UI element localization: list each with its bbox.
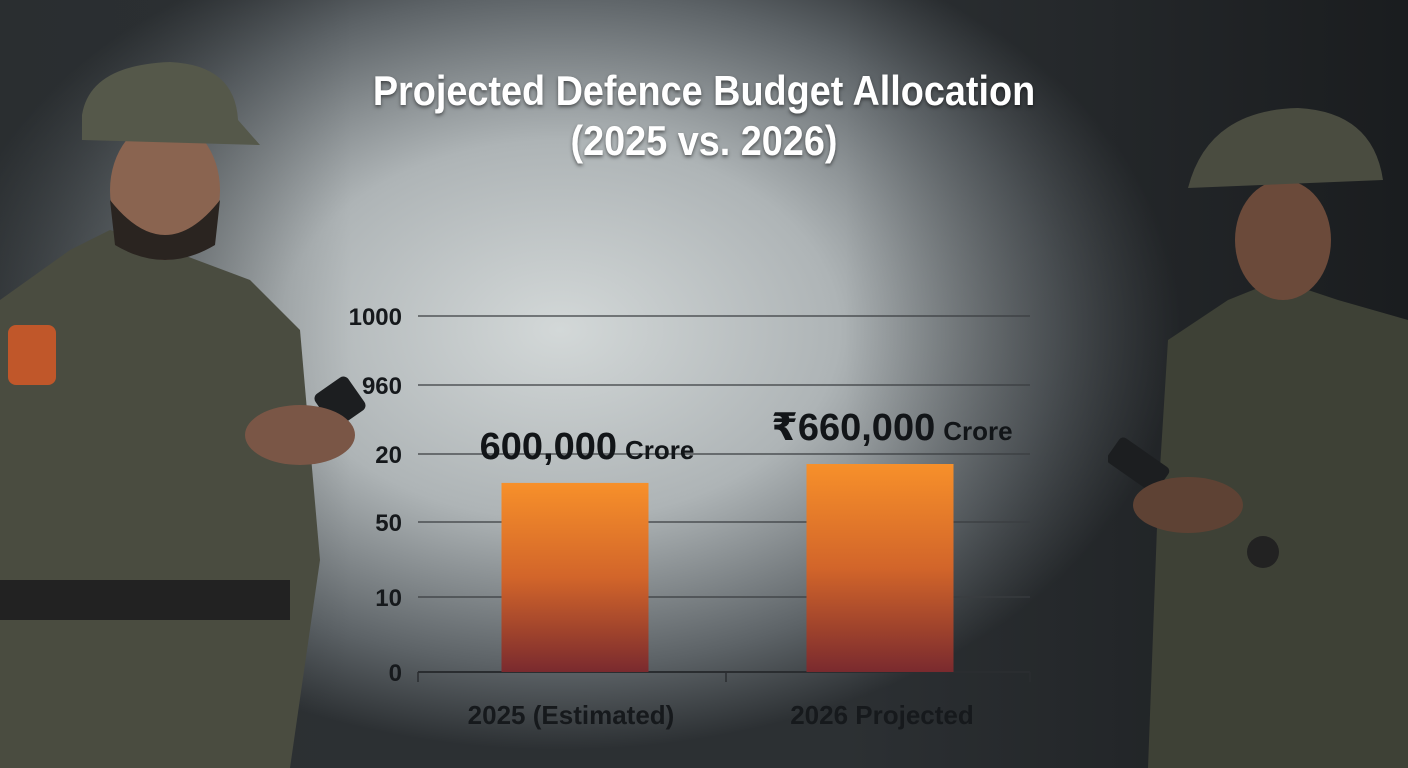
soldier-left-illustration	[0, 62, 366, 768]
y-tick-label: 0	[389, 660, 402, 687]
chart-subtitle: (2025 vs. 2026)	[570, 117, 838, 164]
x-category-label: 2026 Projected	[790, 700, 974, 730]
bar-2	[806, 464, 954, 672]
data-label: ₹660,000 Crore	[771, 407, 1012, 449]
y-tick-label: 10	[375, 585, 402, 612]
chart-title: Projected Defence Budget Allocation (202…	[340, 66, 1067, 166]
y-tick-label: 960	[362, 373, 402, 400]
x-category-label: 2025 (Estimated)	[468, 700, 675, 730]
y-tick-label: 50	[375, 510, 402, 537]
y-tick-label: 1000	[349, 304, 402, 331]
chart-title-main: Projected Defence Budget Allocation	[372, 67, 1036, 114]
y-tick-label: 20	[375, 442, 402, 469]
shoulder-patch-icon	[8, 325, 56, 385]
data-label: 600,000 Crore	[480, 426, 695, 468]
bar-1	[501, 482, 649, 672]
soldier-right-illustration	[1108, 108, 1408, 768]
